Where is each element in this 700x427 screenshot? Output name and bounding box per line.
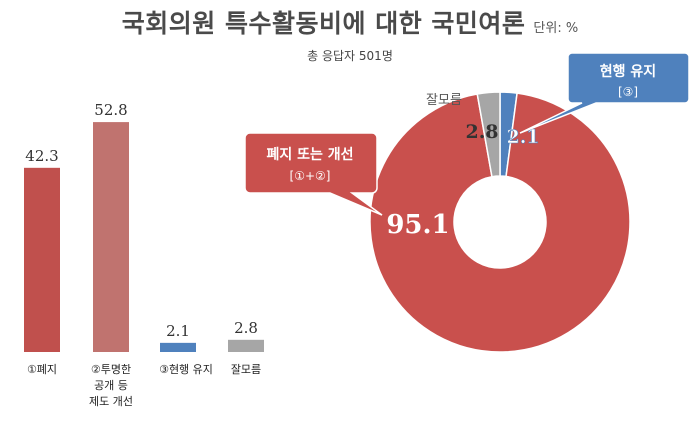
donut-slice-2 [476, 91, 501, 178]
bar-category-label-3: ③현행 유지 [159, 363, 213, 376]
bar-4 [228, 339, 264, 352]
bar-category-label-2-line-1: ②투명한 [91, 363, 131, 376]
bar-category-label-2-line-2: 공개 등 [94, 379, 128, 392]
bar-value-label-4: 2.8 [234, 319, 258, 337]
callout-abolish-label: 폐지 또는 개선 [266, 147, 353, 163]
callout-abolish-box [244, 132, 383, 216]
bar-2 [93, 122, 129, 352]
callout-maintain-label: 현행 유지 [600, 64, 656, 80]
callout-maintain-box [519, 52, 690, 134]
donut-label-unknown: 잘모름 [426, 93, 462, 108]
bar-category-label-4: 잘모름 [231, 363, 261, 376]
title-text: 국회의원 특수활동비에 대한 국민여론 [121, 9, 526, 38]
donut-value-label-1: 95.1 [386, 210, 449, 240]
bar-value-label-1: 42.3 [25, 147, 58, 165]
respondent-count: 총 응답자 501명 [307, 49, 393, 63]
donut-value-label-2: 2.8 [465, 121, 498, 143]
unit-label: 단위: % [533, 21, 579, 36]
bar-3 [160, 342, 196, 352]
callout-abolish-sublabel: [①+②] [290, 169, 331, 183]
donut-value-label-3: 2.1 [506, 126, 539, 148]
bar-value-label-3: 2.1 [166, 322, 190, 340]
chart-title: 국회의원 특수활동비에 대한 국민여론 단위: % [0, 4, 700, 40]
callout-maintain-sublabel: [③] [618, 85, 638, 99]
donut-callouts: 폐지 또는 개선 [①+②] 현행 유지 [③] [244, 52, 690, 216]
bar-1 [24, 167, 60, 352]
donut-chart: 95.1 2.8 2.1 잘모름 [369, 91, 631, 353]
bar-category-label-1: ①폐지 [27, 363, 57, 376]
bar-category-label-2-line-3: 제도 개선 [89, 395, 133, 408]
bar-value-label-2: 52.8 [94, 101, 127, 119]
